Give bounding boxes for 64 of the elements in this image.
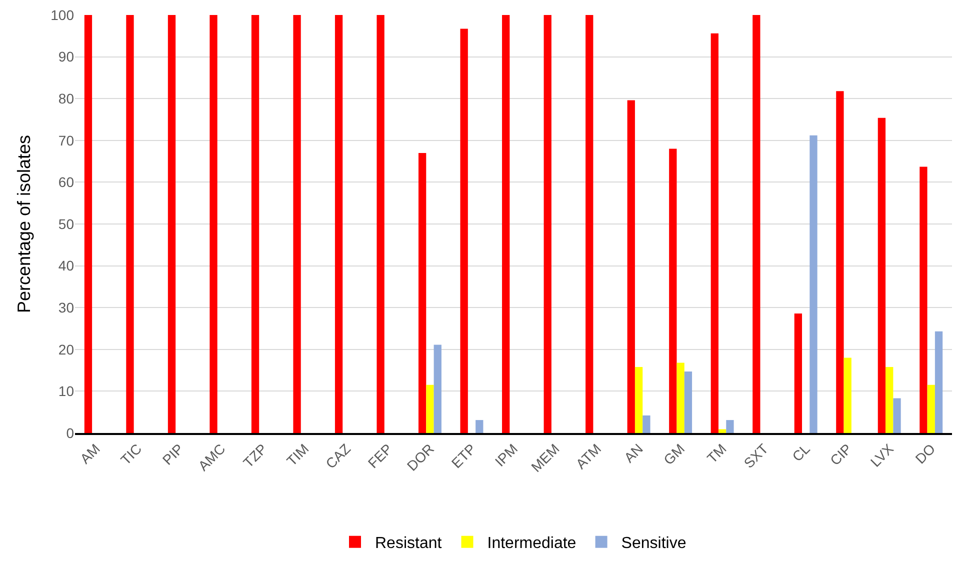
bar (794, 313, 802, 433)
bar (934, 331, 943, 433)
bar (334, 15, 343, 433)
x-tick-label: TZP (240, 440, 270, 471)
bar (544, 15, 552, 433)
bar (293, 15, 301, 433)
legend-label: Sensitive (621, 535, 686, 552)
y-tick-label: 10 (58, 383, 74, 400)
y-tick-label: 100 (50, 6, 74, 23)
x-tick-label: AN (620, 440, 646, 466)
x-tick-label: LVX (867, 440, 897, 470)
x-tick-label: TIC (117, 440, 145, 468)
bar (434, 344, 442, 433)
bar (126, 15, 134, 433)
bar (502, 15, 510, 433)
bar (376, 15, 384, 433)
bar (676, 362, 684, 433)
x-tick-label: AM (76, 440, 103, 467)
bar (920, 166, 928, 433)
bar (878, 118, 886, 433)
bar (642, 415, 650, 433)
y-tick-label: 50 (58, 216, 74, 232)
bar (726, 420, 734, 433)
bar (634, 366, 643, 433)
x-tick-label: GM (660, 440, 688, 468)
y-tick-label: 20 (58, 341, 74, 358)
y-tick-label: 90 (58, 48, 74, 65)
y-tick-label: 80 (58, 90, 74, 106)
x-tick-label: CIP (826, 440, 855, 468)
x-tick-label: TM (704, 440, 730, 466)
y-tick-label: 60 (58, 174, 74, 190)
legend-label: Intermediate (487, 535, 576, 552)
x-tick-label: DO (912, 440, 938, 467)
bar (810, 135, 818, 433)
y-tick-label: 40 (58, 258, 74, 274)
bar (84, 15, 92, 433)
bar (251, 15, 260, 433)
bar (476, 420, 484, 433)
bar (684, 372, 692, 433)
y-tick-label: 0 (66, 424, 74, 441)
bar (168, 15, 176, 433)
bar (718, 429, 726, 433)
bar (836, 91, 844, 433)
x-tick-label: PIP (159, 440, 186, 468)
bar (752, 15, 760, 433)
legend-label: Resistant (375, 535, 442, 552)
bar (627, 100, 635, 433)
bar (460, 28, 468, 433)
y-tick-label: 70 (58, 132, 74, 148)
bar (669, 148, 677, 433)
y-axis-title: Percentage of isolates (14, 134, 34, 314)
x-tick-label: IPM (492, 440, 521, 470)
bar (927, 384, 935, 433)
bar (426, 384, 434, 433)
bar (844, 358, 852, 433)
bar (893, 398, 901, 433)
x-tick-label: CL (788, 440, 814, 465)
bar (418, 152, 426, 433)
bar (210, 15, 218, 433)
bar (586, 15, 594, 433)
y-tick-label: 30 (58, 300, 74, 316)
bar (710, 33, 718, 433)
bar (886, 366, 894, 433)
x-tick-label: TIM (283, 440, 312, 469)
